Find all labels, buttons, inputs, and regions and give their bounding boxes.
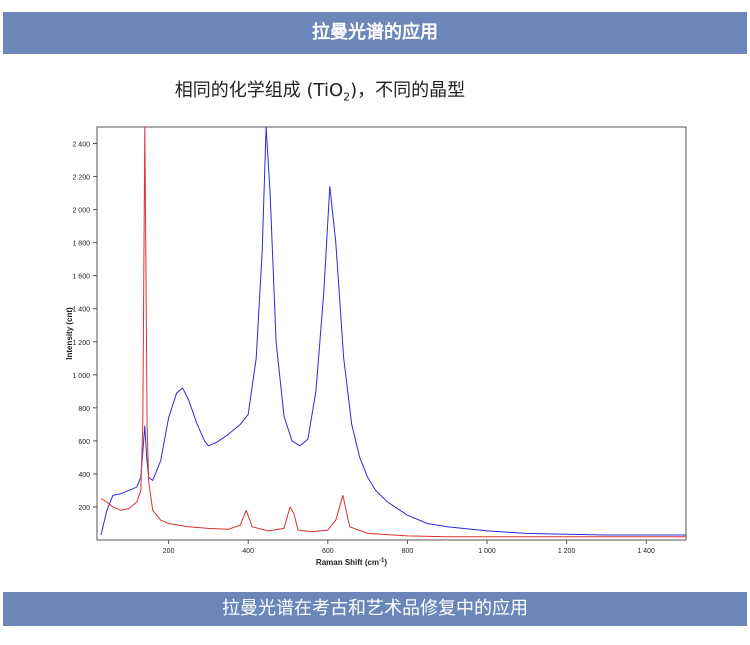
chart-subtitle: 相同的化学组成 (TiO2)，不同的晶型 xyxy=(0,76,640,104)
y-tick-label: 1 400 xyxy=(72,307,90,314)
y-tick-label: 200 xyxy=(78,505,90,512)
y-tick-label: 1 800 xyxy=(72,241,90,248)
y-tick-label: 1 200 xyxy=(72,340,90,347)
series-line-1 xyxy=(100,126,686,538)
x-axis-label: Raman Shift (cm-1) xyxy=(316,558,387,567)
header-banner: 拉曼光谱的应用 xyxy=(3,12,747,54)
x-tick-label: 600 xyxy=(322,548,334,555)
plot-frame xyxy=(96,126,687,541)
y-tick-label: 2 400 xyxy=(72,142,90,149)
y-tick-label: 600 xyxy=(78,439,90,446)
y-tick-label: 2 200 xyxy=(72,175,90,182)
x-tick-label: 1 400 xyxy=(637,548,655,555)
y-tick-label: 800 xyxy=(78,406,90,413)
subtitle-subscript: 2 xyxy=(343,90,351,104)
y-tick-label: 1 000 xyxy=(72,373,90,380)
x-tick-label: 1 000 xyxy=(478,548,496,555)
x-tick-label: 200 xyxy=(163,548,175,555)
x-tick-label: 1 200 xyxy=(558,548,576,555)
y-tick-label: 1 600 xyxy=(72,274,90,281)
y-axis-label: Intensity (cnt) xyxy=(65,307,74,360)
y-tick-label: 400 xyxy=(78,472,90,479)
footer-title: 拉曼光谱在考古和艺术品修复中的应用 xyxy=(222,598,528,619)
footer-banner: 拉曼光谱在考古和艺术品修复中的应用 xyxy=(3,592,747,626)
subtitle-suffix: )，不同的晶型 xyxy=(350,80,466,101)
x-tick-label: 800 xyxy=(402,548,414,555)
subtitle-prefix: 相同的化学组成 (TiO xyxy=(174,80,344,101)
x-tick-label: 400 xyxy=(242,548,254,555)
y-tick-label: 2 000 xyxy=(72,208,90,215)
series-line-0 xyxy=(100,126,686,536)
header-title: 拉曼光谱的应用 xyxy=(312,22,438,43)
